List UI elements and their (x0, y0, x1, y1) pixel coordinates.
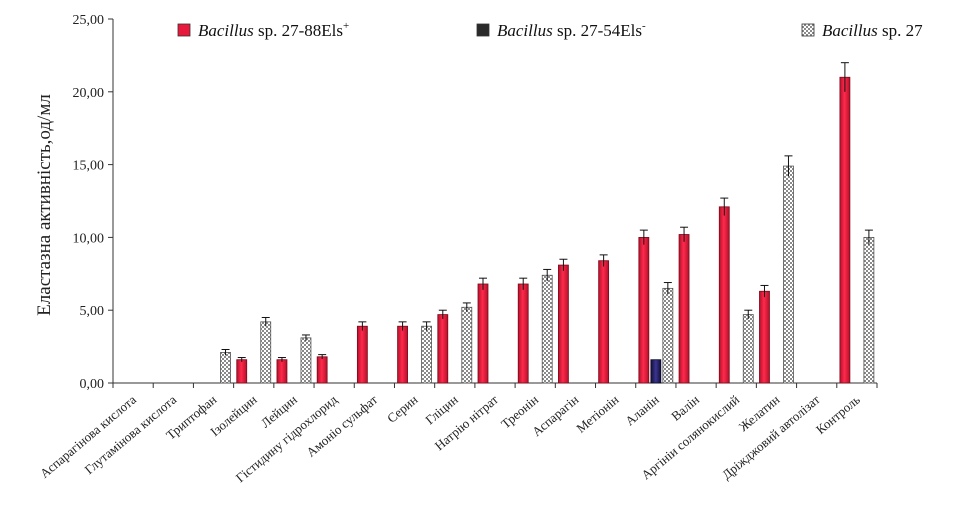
x-category-label: Серин (384, 392, 420, 426)
y-axis-ticks: 0,00 5,00 10,00 15,00 20,00 25,00 (73, 13, 113, 392)
bar-series-1-5 (316, 356, 328, 384)
legend: Bacillus sp. 27-88Els+ Bacillus sp. 27-54… (177, 20, 923, 40)
y-tick-label: 0,00 (80, 377, 105, 392)
bar-series-2-13 (650, 359, 662, 384)
x-category-label: Метіонін (573, 392, 621, 436)
legend-swatch-2 (476, 23, 490, 37)
bar-series-1-11 (558, 264, 569, 384)
bar-series-1-10 (517, 283, 529, 384)
bar-series-1-9 (477, 283, 489, 384)
bar-series-1-6 (356, 325, 368, 384)
bar-series-1-3 (236, 359, 248, 384)
x-category-label: Контроль (813, 392, 863, 437)
bar-series-1-14 (678, 234, 690, 384)
y-tick-label: 10,00 (73, 231, 105, 246)
y-tick-label: 25,00 (73, 13, 105, 28)
bar-series-3-18 (863, 236, 875, 384)
y-axis-title: Еластазна активність,од/мл (34, 94, 55, 316)
bar-series-3-3 (260, 321, 272, 384)
legend-swatch-1 (177, 23, 191, 37)
bar-series-1-16 (759, 290, 770, 384)
x-category-label: Валін (668, 392, 702, 424)
legend-label-2: Bacillus sp. 27-54Els- (497, 20, 646, 40)
y-tick-label: 5,00 (80, 304, 105, 319)
bar-series-3-2 (220, 352, 231, 384)
bar-series-3-4 (300, 337, 312, 384)
y-tick-label: 15,00 (73, 159, 105, 174)
bar-series-3-10 (541, 274, 553, 384)
bar-series-3-13 (662, 287, 674, 384)
bar-series-3-15 (742, 314, 754, 384)
bar-series-1-15 (718, 206, 730, 384)
bar-series-1-13 (638, 236, 650, 384)
bar-series-1-12 (598, 260, 610, 384)
bar-series-1-8 (437, 314, 449, 384)
legend-label-3: Bacillus sp. 27 (822, 21, 923, 40)
bars (220, 62, 875, 384)
bar-series-1-7 (397, 325, 408, 384)
bar-series-3-16 (783, 165, 794, 384)
x-category-label: Аланін (622, 392, 662, 429)
bar-series-3-7 (421, 325, 432, 384)
bar-series-1-18 (839, 76, 851, 384)
y-tick-label: 20,00 (73, 86, 105, 101)
x-category-label: Амоніо сульфат (303, 392, 380, 460)
legend-swatch-3 (801, 23, 815, 37)
legend-label-1: Bacillus sp. 27-88Els+ (198, 20, 349, 40)
bar-series-1-4 (276, 359, 288, 384)
bar-series-3-8 (461, 306, 473, 384)
